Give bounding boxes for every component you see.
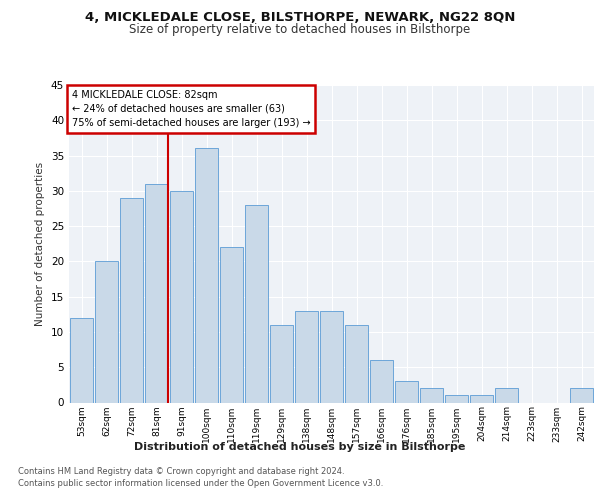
Text: Contains HM Land Registry data © Crown copyright and database right 2024.: Contains HM Land Registry data © Crown c… — [18, 468, 344, 476]
Bar — [195, 148, 218, 402]
Y-axis label: Number of detached properties: Number of detached properties — [35, 162, 46, 326]
Bar — [345, 325, 368, 402]
Bar — [470, 396, 493, 402]
Bar — [320, 311, 343, 402]
Bar — [370, 360, 393, 403]
Text: Size of property relative to detached houses in Bilsthorpe: Size of property relative to detached ho… — [130, 22, 470, 36]
Text: 4, MICKLEDALE CLOSE, BILSTHORPE, NEWARK, NG22 8QN: 4, MICKLEDALE CLOSE, BILSTHORPE, NEWARK,… — [85, 11, 515, 24]
Bar — [420, 388, 443, 402]
Text: Distribution of detached houses by size in Bilsthorpe: Distribution of detached houses by size … — [134, 442, 466, 452]
Bar — [170, 191, 193, 402]
Bar — [70, 318, 93, 402]
Text: 4 MICKLEDALE CLOSE: 82sqm
← 24% of detached houses are smaller (63)
75% of semi-: 4 MICKLEDALE CLOSE: 82sqm ← 24% of detac… — [71, 90, 310, 128]
Bar — [395, 382, 418, 402]
Bar — [220, 248, 243, 402]
Bar — [95, 262, 118, 402]
Bar — [445, 396, 468, 402]
Bar — [570, 388, 593, 402]
Bar — [145, 184, 168, 402]
Bar — [295, 311, 318, 402]
Bar — [245, 205, 268, 402]
Bar — [120, 198, 143, 402]
Bar — [270, 325, 293, 402]
Bar — [495, 388, 518, 402]
Text: Contains public sector information licensed under the Open Government Licence v3: Contains public sector information licen… — [18, 478, 383, 488]
